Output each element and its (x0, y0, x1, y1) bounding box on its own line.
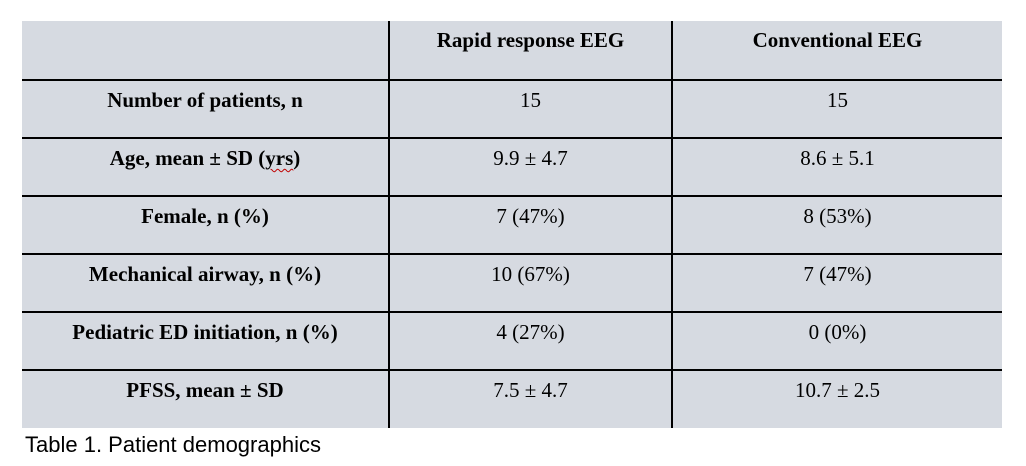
cell-value-rapid: 4 (27%) (388, 311, 672, 370)
table-caption: Table 1. Patient demographics (25, 432, 321, 457)
row-label: Female, n (%) (22, 195, 389, 254)
row-label: PFSS, mean ± SD (22, 369, 389, 428)
cell-value-rapid: 10 (67%) (388, 253, 672, 312)
table-row-age: Age, mean ± SD (yrs) 9.9 ± 4.7 8.6 ± 5.1 (22, 137, 1002, 196)
cell-value-rapid: 7 (47%) (388, 195, 672, 254)
cell-value-conventional: 0 (0%) (671, 311, 1002, 370)
column-header-empty (22, 21, 389, 80)
row-label: Age, mean ± SD (yrs) (22, 137, 389, 196)
cell-value-rapid: 9.9 ± 4.7 (388, 137, 672, 196)
table-row-female: Female, n (%) 7 (47%) 8 (53%) (22, 195, 1002, 254)
column-header-conventional-eeg: Conventional EEG (671, 21, 1002, 80)
row-label-text: Age, mean ± SD ( (109, 146, 266, 170)
cell-value-conventional: 10.7 ± 2.5 (671, 369, 1002, 428)
row-label-text: ) (293, 146, 301, 170)
table-row-pediatric-ed-initiation: Pediatric ED initiation, n (%) 4 (27%) 0… (22, 311, 1002, 370)
table-row-pfss: PFSS, mean ± SD 7.5 ± 4.7 10.7 ± 2.5 (22, 369, 1002, 428)
patient-demographics-table: Rapid response EEG Conventional EEG Numb… (22, 21, 1002, 428)
row-label: Mechanical airway, n (%) (22, 253, 389, 312)
row-label: Pediatric ED initiation, n (%) (22, 311, 389, 370)
cell-value-conventional: 7 (47%) (671, 253, 1002, 312)
column-header-rapid-response-eeg: Rapid response EEG (388, 21, 672, 80)
table-row-number-of-patients: Number of patients, n 15 15 (22, 79, 1002, 138)
cell-value-conventional: 8 (53%) (671, 195, 1002, 254)
row-label: Number of patients, n (22, 79, 389, 138)
table-row-mechanical-airway: Mechanical airway, n (%) 10 (67%) 7 (47%… (22, 253, 1002, 312)
cell-value-rapid: 7.5 ± 4.7 (388, 369, 672, 428)
cell-value-conventional: 15 (671, 79, 1002, 138)
cell-value-rapid: 15 (388, 79, 672, 138)
cell-value-conventional: 8.6 ± 5.1 (671, 137, 1002, 196)
spellcheck-word: yrs (265, 146, 294, 170)
table-header-row: Rapid response EEG Conventional EEG (22, 21, 1002, 80)
